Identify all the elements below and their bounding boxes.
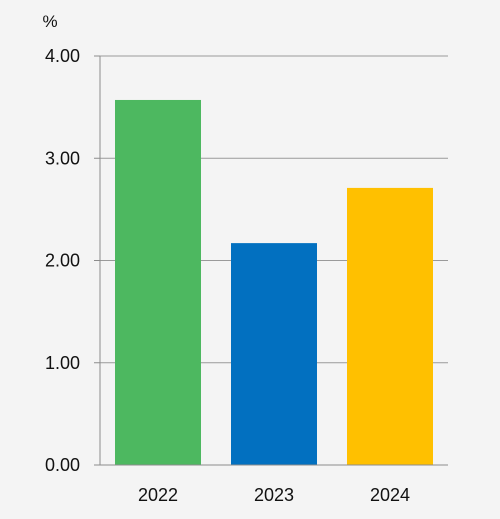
y-tick-label: 2.00: [45, 251, 80, 271]
axis-labels: 0.00 1.00 2.00 3.00 4.00 2022 2023 2024: [45, 46, 410, 505]
y-tick-label: 4.00: [45, 46, 80, 66]
y-tick-label: 0.00: [45, 455, 80, 475]
x-tick-label: 2024: [370, 485, 410, 505]
axes: [94, 55, 448, 466]
y-tick-label: 3.00: [45, 148, 80, 168]
bar-2023: [231, 243, 317, 465]
x-tick-label: 2023: [254, 485, 294, 505]
bars: [115, 99, 433, 465]
bar-2022: [115, 99, 201, 465]
y-axis-unit-label: %: [42, 12, 57, 31]
y-tick-label: 1.00: [45, 353, 80, 373]
bar-2024: [347, 187, 433, 465]
x-tick-label: 2022: [138, 485, 178, 505]
